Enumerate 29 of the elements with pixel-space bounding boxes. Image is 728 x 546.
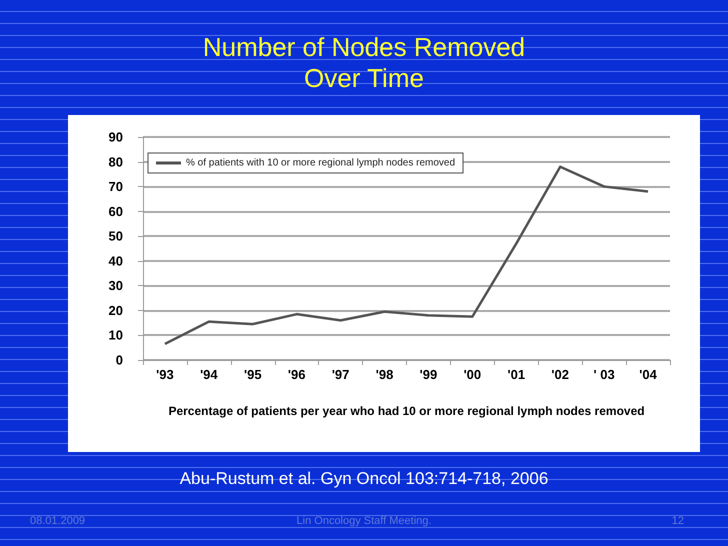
y-tick-label: 90 xyxy=(108,130,123,144)
y-tick-label: 50 xyxy=(108,228,123,244)
x-tick-label: '04 xyxy=(639,367,658,382)
y-tick-label: 70 xyxy=(108,179,123,194)
x-tick-label: '99 xyxy=(420,367,438,382)
x-tick-label: '95 xyxy=(244,367,262,382)
y-tick-label: 20 xyxy=(108,302,123,318)
text: 08.01.2009 xyxy=(30,515,86,527)
x-tick-label: '96 xyxy=(288,367,306,382)
text: 12 xyxy=(672,515,684,527)
y-tick-label: 40 xyxy=(108,253,123,268)
y-tick-label: 30 xyxy=(108,278,123,294)
x-axis-title: Percentage of patients per year who had 10 or more regional lymph nodes removed xyxy=(168,404,645,418)
x-tick-label: ' 03 xyxy=(594,367,615,382)
x-tick-label: '93 xyxy=(156,367,174,382)
x-tick-label: '97 xyxy=(332,367,350,382)
x-tick-label: '01 xyxy=(508,367,526,382)
x-tick-label: '02 xyxy=(551,367,569,382)
x-tick-label: '98 xyxy=(376,367,394,382)
text: Abu-Rustum et al. Gyn Oncol 103:714-718, 2006 xyxy=(178,469,550,489)
chart-title: Number of Nodes Removed Over Time xyxy=(202,32,526,94)
legend-label: % of patients with 10 or more regional lymph nodes removed xyxy=(186,158,456,168)
y-tick-label: 60 xyxy=(108,204,123,219)
text: Lin Oncology Staff Meeting. xyxy=(296,515,432,527)
y-tick-label: 0 xyxy=(116,352,123,368)
x-tick-label: '00 xyxy=(464,367,482,382)
y-tick-label: 80 xyxy=(108,154,123,170)
y-tick-label: 10 xyxy=(108,328,123,343)
x-tick-label: '94 xyxy=(200,367,218,382)
